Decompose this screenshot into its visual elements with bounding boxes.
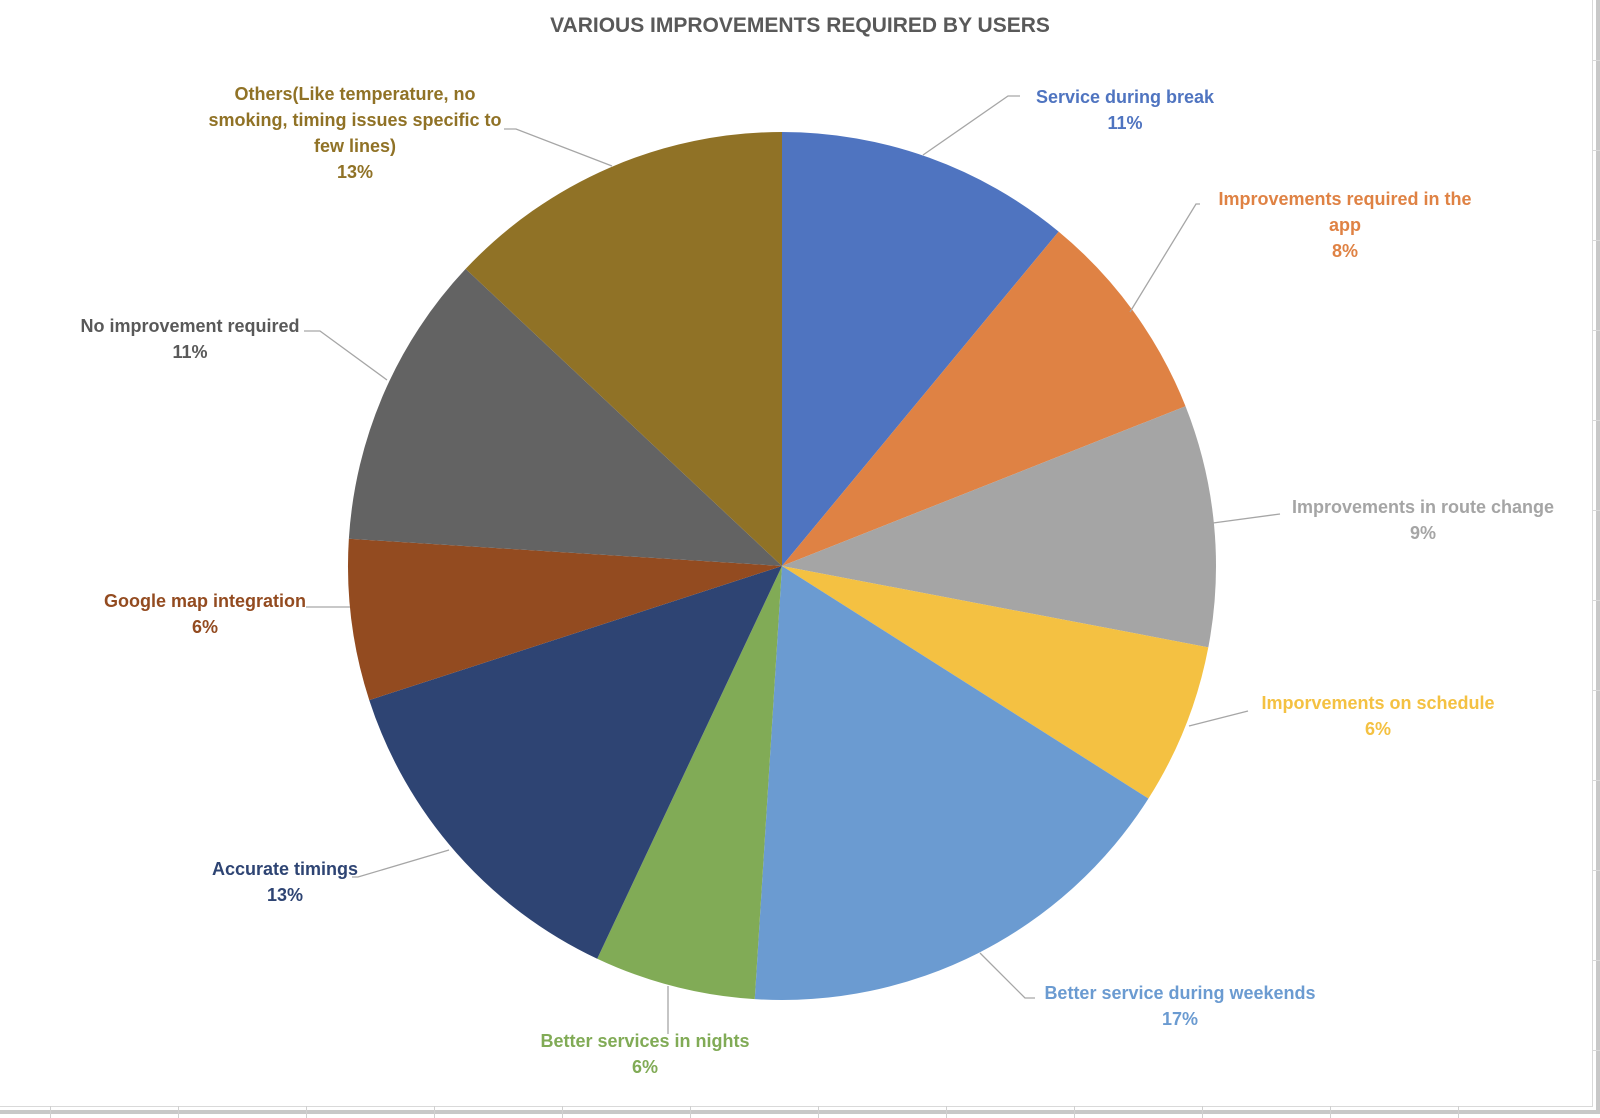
grid-line: [1592, 420, 1600, 421]
leader-line: [1212, 513, 1281, 524]
data-label-others: Others(Like temperature, no smoking, tim…: [200, 81, 510, 185]
slice-percent: 17%: [1161, 1009, 1199, 1029]
pie-slice-better-services-in-nights[interactable]: [597, 566, 782, 1000]
leader-line: [1188, 710, 1249, 727]
data-label-better-services-in-nights: Better services in nights 6%: [515, 1028, 775, 1080]
grid-line: [434, 1106, 435, 1118]
data-label-better-service-during-weekends: Better service during weekends 17%: [1030, 980, 1330, 1032]
slice-name: No improvement required: [80, 316, 300, 336]
pie-slice-service-during-break[interactable]: [782, 132, 1059, 566]
pie-slice-accurate-timings[interactable]: [369, 566, 782, 959]
pie-slice-imporvements-on-schedule[interactable]: [782, 566, 1209, 799]
slice-name: Service during break: [1035, 87, 1215, 107]
data-label-accurate-timings: Accurate timings 13%: [190, 856, 380, 908]
pie-slice-improvements-in-route-change[interactable]: [782, 406, 1216, 648]
slice-percent: 6%: [191, 617, 218, 637]
slice-name: Accurate timings: [211, 859, 359, 879]
slice-percent: 11%: [172, 342, 208, 362]
grid-line: [1592, 690, 1600, 691]
slice-percent: 9%: [1409, 523, 1436, 543]
grid-line: [562, 1106, 563, 1118]
pie-slice-no-improvement-required[interactable]: [348, 268, 782, 566]
slice-percent: 11%: [1107, 113, 1143, 133]
grid-line: [1074, 1106, 1075, 1118]
leader-line: [979, 952, 1035, 999]
data-label-no-improvement-required: No improvement required 11%: [60, 313, 320, 365]
leader-line: [504, 128, 613, 167]
grid-line: [1458, 1106, 1459, 1118]
grid-line: [1202, 1106, 1203, 1118]
grid-line: [1592, 600, 1600, 601]
slice-percent: 6%: [631, 1057, 658, 1077]
leader-line: [304, 330, 388, 381]
slice-name: Improvements in route change: [1291, 497, 1555, 517]
slice-name: Imporvements on schedule: [1261, 693, 1495, 713]
chart-title: VARIOUS IMPROVEMENTS REQUIRED BY USERS: [550, 14, 1050, 37]
pie-slice-others-like-temperature-no-smoking-timin[interactable]: [465, 132, 782, 566]
grid-line: [818, 1106, 819, 1118]
slice-percent: 13%: [336, 162, 374, 182]
grid-line: [1592, 330, 1600, 331]
leader-line: [922, 95, 1020, 156]
pie-slice-google-map-integration[interactable]: [348, 538, 782, 701]
slice-name: Better services in nights: [540, 1031, 750, 1051]
slice-percent: 8%: [1331, 241, 1358, 261]
grid-line: [1592, 870, 1600, 871]
grid-line: [1592, 240, 1600, 241]
leader-line: [352, 849, 450, 878]
grid-line: [1592, 150, 1600, 151]
grid-line: [50, 1106, 51, 1118]
slice-name: Improvements required in the app: [1218, 189, 1472, 235]
slice-percent: 13%: [266, 885, 304, 905]
data-label-improvements-in-route-change: Improvements in route change 9%: [1278, 494, 1568, 546]
slice-percent: 6%: [1364, 719, 1391, 739]
grid-line: [178, 1106, 179, 1118]
grid-line: [1592, 510, 1600, 511]
pie-slice-better-service-during-weekends[interactable]: [754, 566, 1149, 1001]
grid-line: [1592, 1050, 1600, 1051]
leader-line: [1129, 203, 1200, 313]
data-label-imporvements-on-schedule: Imporvements on schedule 6%: [1243, 690, 1513, 742]
grid-line: [1330, 1106, 1331, 1118]
grid-line: [690, 1106, 691, 1118]
grid-line: [306, 1106, 307, 1118]
data-label-service-during-break: Service during break 11%: [1010, 84, 1240, 136]
slice-name: Better service during weekends: [1044, 983, 1316, 1003]
slice-name: Google map integration: [103, 591, 306, 611]
slice-name: Others(Like temperature, no smoking, tim…: [208, 84, 502, 156]
pie-slice-improvements-required-in-the-app[interactable]: [782, 231, 1186, 566]
data-label-improvements-required-in-the-app: Improvements required in the app 8%: [1200, 186, 1490, 264]
grid-line: [1592, 60, 1600, 61]
grid-line: [946, 1106, 947, 1118]
grid-line: [1592, 780, 1600, 781]
grid-line: [1592, 960, 1600, 961]
data-label-google-map-integration: Google map integration 6%: [85, 588, 325, 640]
